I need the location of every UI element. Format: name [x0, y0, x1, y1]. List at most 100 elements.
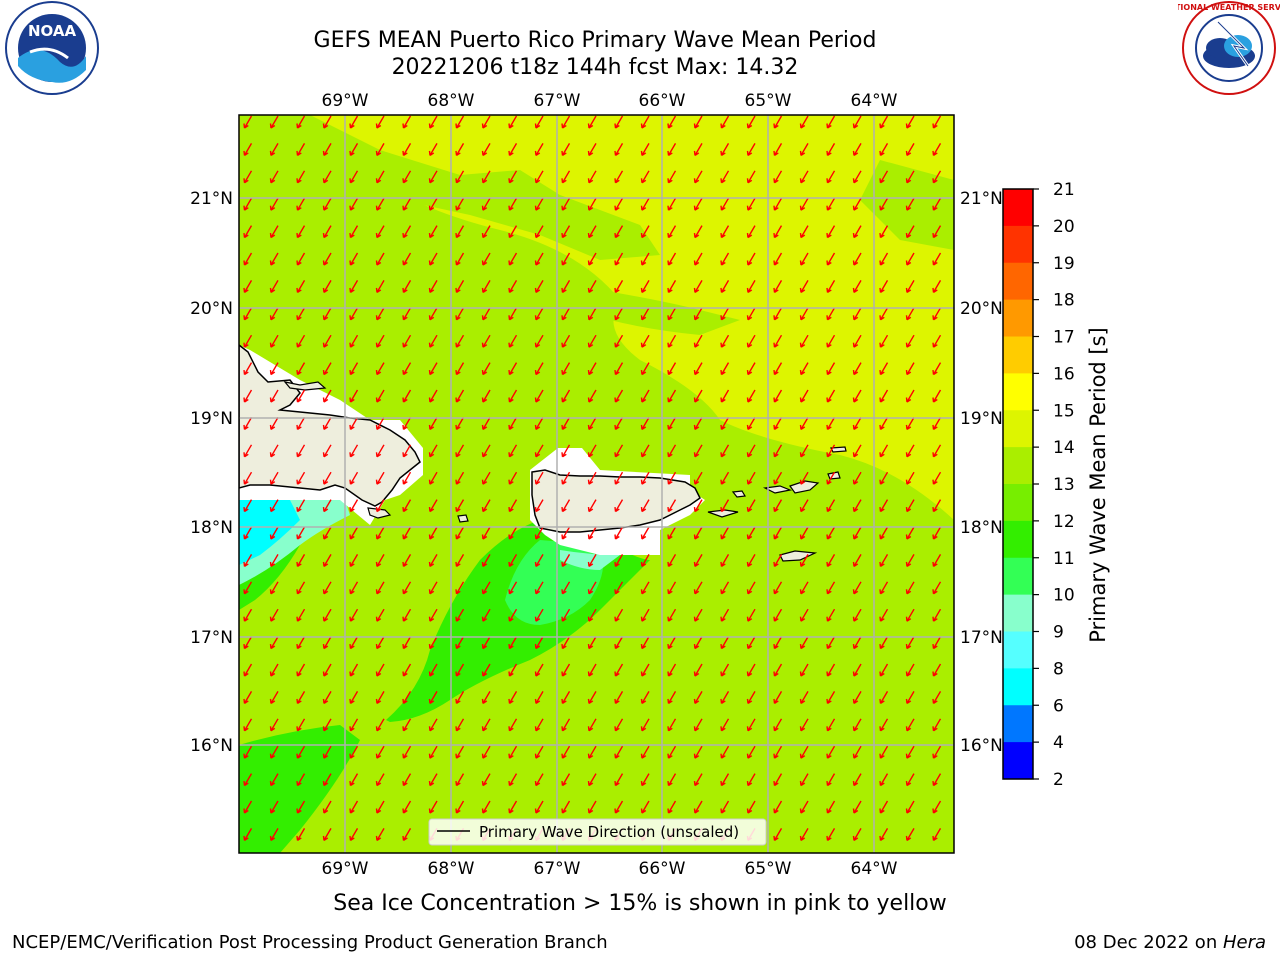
direction-arrow [693, 444, 703, 458]
direction-arrow [296, 280, 306, 293]
direction-arrow [508, 143, 518, 156]
direction-arrow [614, 526, 624, 540]
direction-arrow [799, 143, 809, 156]
direction-arrow [375, 471, 385, 485]
direction-arrow [243, 636, 253, 650]
field-12s-west [239, 540, 300, 610]
direction-arrow [614, 334, 624, 348]
direction-arrow [243, 334, 253, 348]
direction-arrow [852, 828, 862, 841]
direction-arrow [587, 307, 597, 321]
direction-arrow [746, 773, 756, 787]
direction-arrow [481, 581, 491, 595]
lat-label-left: 16°N [190, 736, 233, 756]
direction-arrow [879, 143, 889, 156]
direction-arrow [455, 773, 465, 787]
direction-arrow [932, 334, 942, 348]
direction-arrow [375, 745, 385, 759]
direction-arrow [799, 280, 809, 293]
direction-arrow [269, 608, 279, 622]
direction-arrow [879, 307, 889, 321]
direction-arrow [481, 444, 491, 458]
direction-arrow [375, 773, 385, 787]
direction-arrow [402, 115, 412, 129]
direction-arrow [667, 225, 677, 239]
direction-arrow [375, 800, 385, 814]
direction-arrow [799, 526, 809, 540]
direction-arrow [905, 691, 915, 704]
direction-arrow [587, 389, 597, 403]
direction-arrow [667, 691, 677, 704]
direction-arrow [296, 362, 306, 376]
direction-arrow [561, 252, 571, 266]
direction-arrow [508, 745, 518, 759]
direction-arrow [508, 718, 518, 732]
direction-arrow [720, 663, 730, 677]
direction-arrow [243, 252, 253, 266]
direction-arrow [667, 252, 677, 266]
direction-arrow [879, 362, 889, 376]
direction-arrow [455, 252, 465, 266]
direction-arrow [746, 115, 756, 129]
direction-arrow [481, 362, 491, 376]
direction-arrow [402, 362, 412, 376]
direction-arrow [402, 197, 412, 211]
direction-arrow [428, 143, 438, 156]
direction-arrow [481, 636, 491, 650]
direction-arrow [349, 800, 359, 814]
direction-arrow [826, 115, 836, 129]
direction-arrow [932, 170, 942, 184]
field-13s-ne [860, 160, 954, 250]
field-13s-patch [600, 290, 740, 335]
direction-arrow [879, 197, 889, 211]
direction-arrow [720, 417, 730, 430]
direction-arrow [455, 362, 465, 376]
direction-arrow [746, 252, 756, 266]
direction-arrow [428, 526, 438, 540]
direction-arrow [296, 252, 306, 266]
direction-arrow [508, 691, 518, 704]
direction-arrow [773, 444, 783, 458]
colorbar-swatch [1003, 484, 1033, 522]
direction-arrow [746, 526, 756, 540]
direction-arrow [269, 663, 279, 677]
lat-label-right: 16°N [960, 736, 1003, 756]
direction-arrow [375, 636, 385, 650]
direction-arrow [349, 718, 359, 732]
direction-arrow [269, 143, 279, 156]
direction-arrow [455, 389, 465, 403]
direction-arrow [932, 389, 942, 403]
direction-arrow [799, 663, 809, 677]
direction-arrow [587, 115, 597, 129]
direction-arrow [720, 718, 730, 732]
direction-arrow [243, 143, 253, 156]
direction-arrow [349, 444, 359, 458]
direction-arrow [508, 280, 518, 293]
direction-arrow [428, 636, 438, 650]
direction-arrow [349, 417, 359, 430]
direction-arrow [852, 252, 862, 266]
direction-arrow [746, 718, 756, 732]
direction-arrow [667, 608, 677, 622]
direction-arrow [375, 554, 385, 567]
direction-arrow [375, 389, 385, 403]
direction-arrow [640, 526, 650, 540]
direction-arrow [561, 608, 571, 622]
direction-arrow [481, 280, 491, 293]
direction-arrow [905, 197, 915, 211]
direction-arrow [640, 773, 650, 787]
direction-arrow [614, 718, 624, 732]
direction-arrow [746, 334, 756, 348]
direction-arrow [640, 362, 650, 376]
direction-arrow [879, 115, 889, 129]
direction-arrow [322, 280, 332, 293]
direction-arrow [269, 745, 279, 759]
direction-arrow [402, 307, 412, 321]
direction-arrow [905, 115, 915, 129]
direction-arrow [879, 663, 889, 677]
direction-arrow [614, 307, 624, 321]
direction-arrow [587, 745, 597, 759]
direction-arrow [799, 554, 809, 567]
direction-arrow [773, 581, 783, 595]
lon-labels-bottom: 69°W 68°W 67°W 66°W 65°W 64°W [322, 859, 898, 879]
